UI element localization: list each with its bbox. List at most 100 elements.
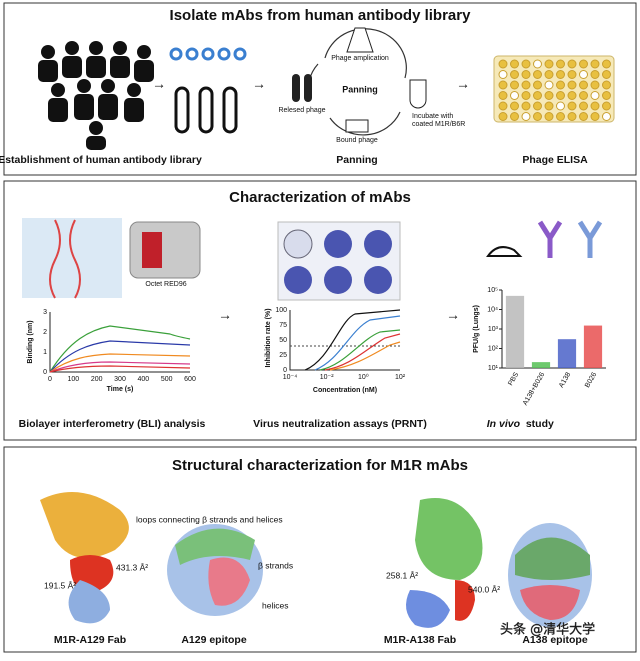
section-caption: study [520,418,554,430]
well [498,70,508,79]
y-tick-label: 10⁵ [487,287,498,294]
y-tick-label: 10¹ [488,365,499,372]
well [579,59,588,69]
y-tick-label: 75 [279,322,287,329]
x-tick-label: 100 [67,376,79,383]
well [567,112,577,121]
step-label: Panning [336,154,377,166]
structure-caption: M1R-A138 Fab [384,634,456,646]
phage-library-icon [169,47,247,134]
mouse-antibody-icon [486,220,603,258]
arrow: → [152,76,166,92]
well [510,59,519,69]
step-label: Phage ELISA [522,154,588,166]
legend-label: helices [262,600,288,610]
well [579,91,588,100]
arrow: → [456,76,470,92]
x-axis-label: Time (s) [107,386,134,393]
x-tick-label: 10⁻⁴ [283,374,298,381]
well [602,101,611,111]
well [498,59,508,69]
bli-probe-diagram [49,219,81,299]
well [579,70,588,79]
panning-cycle [292,27,427,136]
well [556,80,565,90]
well [533,112,542,121]
well [544,70,554,79]
bar [583,325,603,368]
well [567,59,577,69]
arrow: → [252,76,266,92]
y-tick-label: 100 [275,307,287,314]
epitope-a129 [167,524,263,616]
well [556,59,565,69]
well [590,91,600,100]
well [590,101,600,111]
well [521,80,531,90]
bar [531,362,551,368]
well [556,101,565,111]
well [556,112,565,121]
y-tick-label: 1 [43,349,47,356]
well [602,80,611,90]
bli-probe-diagram [22,218,122,298]
well [567,80,577,90]
arrow: → [218,307,232,323]
people-icon [38,41,154,150]
x-tick-label: 0 [48,376,52,383]
section-caption: Virus neutralization assays (PRNT) [253,418,427,430]
axis [289,310,400,371]
well [556,91,565,100]
prnt-wells [283,229,392,294]
well [510,91,519,100]
y-axis-label: Binding (nm) [27,320,34,363]
well [602,59,611,69]
well [556,70,565,79]
well [544,112,554,121]
well [498,101,508,111]
structure-caption: A138 epitope [522,634,588,646]
epitope-a138 [508,523,592,627]
cycle-label: Relesed phage [278,107,325,114]
cycle-label: coated M1R/B6R [412,121,465,128]
well [602,112,611,121]
x-tick-label: 10⁻² [320,374,334,381]
well [567,70,577,79]
well [521,59,531,69]
area-label: 258.1 Å² [386,570,418,580]
octet-instrument [129,221,201,279]
area-label: 191.5 Å² [44,580,76,590]
well [579,80,588,90]
y-tick-label: 50 [279,337,287,344]
area-label: 431.3 Å² [116,562,148,572]
bli-curves [49,325,191,373]
well [521,112,531,121]
well [510,112,519,121]
well [533,80,542,90]
y-tick-label: 3 [43,309,47,316]
section-caption: Biolayer interferometry (BLI) analysis [19,418,206,430]
x-tick-label: 600 [184,376,196,383]
well [533,101,542,111]
well [510,101,519,111]
well [521,91,531,100]
y-tick-label: 10⁴ [487,306,498,313]
y-tick-label: 10³ [488,326,499,333]
section-caption: In vivo [487,418,521,430]
bar [557,339,577,368]
well [510,80,519,90]
arrow: → [446,307,460,323]
legend-label: β strands [258,560,293,570]
well [498,91,508,100]
y-axis-label: PFU/g (Lungs) [473,305,480,353]
well [544,59,554,69]
panel-title: Characterization of mAbs [229,189,411,206]
well [521,101,531,111]
cycle-label: Bound phage [336,137,378,144]
well [544,80,554,90]
y-tick-label: 10² [488,345,499,352]
x-tick-label: 400 [137,376,149,383]
x-tick-label: 10² [395,374,406,381]
well [510,70,519,79]
